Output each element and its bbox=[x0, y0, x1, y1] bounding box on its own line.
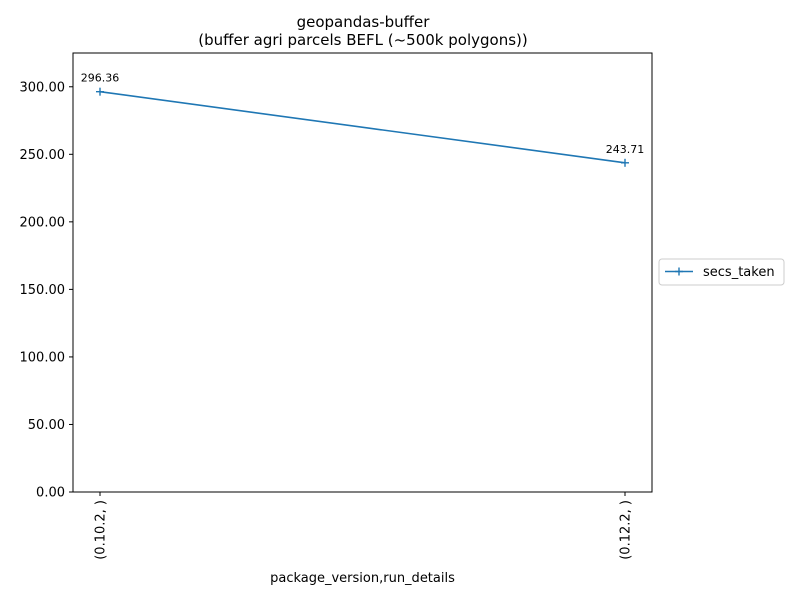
y-tick-label: 50.00 bbox=[28, 418, 65, 433]
legend-box bbox=[658, 258, 785, 286]
chart-subtitle: (buffer agri parcels BEFL (~500k polygon… bbox=[198, 31, 527, 49]
y-tick-label: 200.00 bbox=[20, 215, 66, 230]
y-axis-ticks: 0.00 50.00 100.00 150.00 200.00 250.00 300.00 bbox=[20, 80, 73, 501]
series-layer: 296.36 243.71 bbox=[81, 72, 645, 167]
data-label: 243.71 bbox=[606, 143, 645, 156]
data-label: 296.36 bbox=[81, 72, 120, 85]
x-tick-label: (0.10.2, ) bbox=[94, 500, 109, 560]
legend: secs_taken bbox=[658, 258, 785, 286]
y-tick-label: 150.00 bbox=[20, 283, 66, 298]
x-axis-ticks: (0.10.2, ) (0.12.2, ) bbox=[94, 492, 634, 560]
y-tick-label: 100.00 bbox=[20, 350, 66, 365]
y-tick-label: 250.00 bbox=[20, 148, 66, 163]
x-tick-label: (0.12.2, ) bbox=[619, 500, 634, 560]
x-axis-label: package_version,run_details bbox=[270, 571, 455, 586]
y-tick-label: 0.00 bbox=[36, 486, 65, 501]
chart-title: geopandas-buffer bbox=[297, 13, 431, 31]
data-point bbox=[96, 87, 104, 96]
plot-frame bbox=[72, 52, 653, 493]
legend-label: secs_taken bbox=[703, 265, 775, 280]
y-tick-label: 300.00 bbox=[20, 80, 66, 95]
data-point bbox=[621, 158, 629, 167]
series-line-secs_taken bbox=[99, 90, 626, 164]
